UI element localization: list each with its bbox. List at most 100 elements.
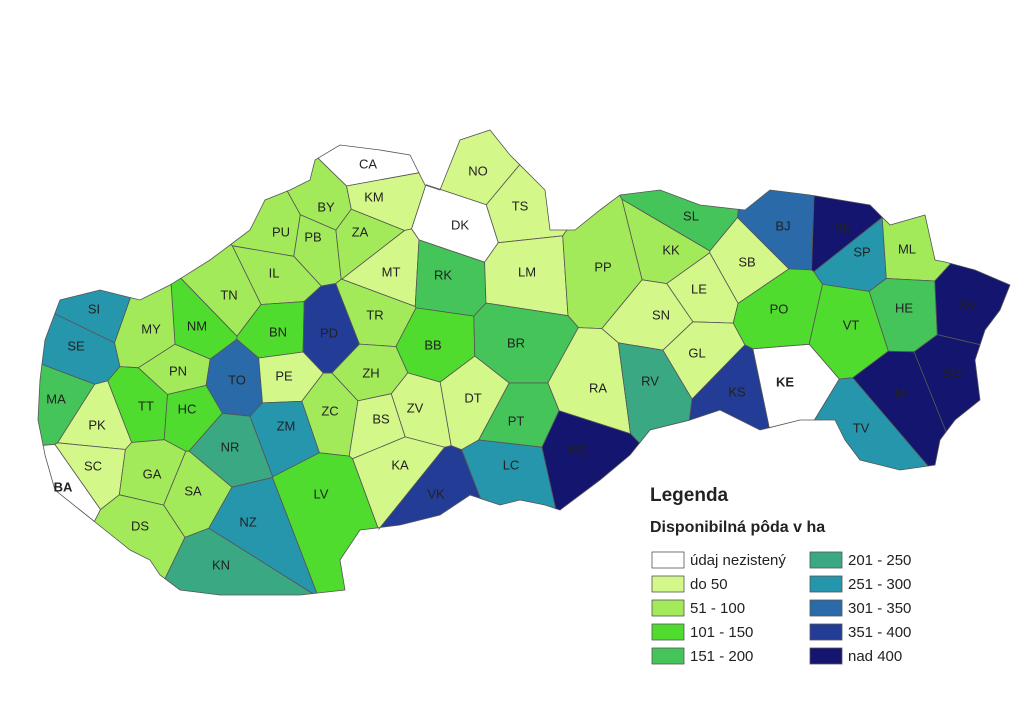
district-label: SC bbox=[84, 458, 102, 473]
district-label: PT bbox=[508, 413, 525, 428]
district-label: BR bbox=[507, 335, 525, 350]
legend-swatch bbox=[651, 551, 685, 569]
district bbox=[93, 494, 186, 580]
legend-label: 101 - 150 bbox=[690, 624, 753, 641]
district-label: RS bbox=[569, 442, 587, 457]
district-label: SN bbox=[652, 307, 670, 322]
legend-swatch bbox=[809, 599, 843, 617]
district-label: NZ bbox=[239, 514, 256, 529]
district-label: KA bbox=[391, 457, 409, 472]
district-label: PN bbox=[169, 363, 187, 378]
district bbox=[934, 263, 1011, 346]
district-label: KK bbox=[662, 242, 680, 257]
district-label: TR bbox=[366, 307, 383, 322]
district-label: MY bbox=[141, 321, 161, 336]
legend-label: 51 - 100 bbox=[690, 600, 745, 617]
district-label: ZC bbox=[321, 403, 338, 418]
district bbox=[688, 344, 770, 431]
district-label: RK bbox=[434, 267, 452, 282]
district-label: ZV bbox=[407, 400, 424, 415]
district-label: ZH bbox=[362, 365, 379, 380]
district-label: MT bbox=[382, 264, 401, 279]
district-label: LE bbox=[691, 281, 707, 296]
legend-swatch bbox=[651, 647, 685, 665]
district-label: SV bbox=[959, 297, 977, 312]
district-label: KS bbox=[728, 384, 746, 399]
district-label: PE bbox=[275, 368, 293, 383]
legend-label: 301 - 350 bbox=[848, 600, 911, 617]
district-label: MI bbox=[895, 385, 909, 400]
district bbox=[541, 410, 641, 511]
legend-swatch bbox=[809, 647, 843, 665]
district-label: DT bbox=[464, 390, 481, 405]
district bbox=[164, 527, 314, 596]
district-label: SI bbox=[88, 301, 100, 316]
district bbox=[617, 342, 693, 444]
district bbox=[881, 214, 952, 282]
district-label: ML bbox=[898, 241, 916, 256]
legend-label: 151 - 200 bbox=[690, 648, 753, 665]
district-label: TT bbox=[138, 398, 154, 413]
district-label: PP bbox=[594, 259, 611, 274]
district-label: SP bbox=[853, 244, 870, 259]
legend-title: Legenda bbox=[650, 485, 729, 506]
district-label: GL bbox=[688, 345, 705, 360]
district-label: SL bbox=[683, 208, 699, 223]
legend-label: do 50 bbox=[690, 576, 728, 593]
legend-swatch bbox=[809, 623, 843, 641]
district-label: PD bbox=[320, 325, 338, 340]
district-label: IL bbox=[269, 265, 280, 280]
district-label: BY bbox=[317, 199, 335, 214]
district bbox=[378, 445, 482, 530]
district-label: TV bbox=[853, 420, 870, 435]
district-label: LM bbox=[518, 264, 536, 279]
legend-label: 201 - 250 bbox=[848, 552, 911, 569]
legend: údaj nezistený do 50 51 - 100 101 - 150 151 … bbox=[651, 551, 911, 665]
district-label: SO bbox=[943, 365, 962, 380]
legend-subtitle: Disponibilná pôda v ha bbox=[650, 519, 825, 536]
district-label: CA bbox=[359, 156, 377, 171]
district-label: RV bbox=[641, 373, 659, 388]
district-label: TN bbox=[220, 287, 237, 302]
district-label: PU bbox=[272, 224, 290, 239]
district-label: NO bbox=[468, 163, 488, 178]
legend-swatch bbox=[651, 575, 685, 593]
district-label: KE bbox=[776, 374, 794, 389]
legend-swatch bbox=[651, 599, 685, 617]
district-label: GA bbox=[143, 466, 162, 481]
district-label: PK bbox=[88, 417, 106, 432]
legend-label: 251 - 300 bbox=[848, 576, 911, 593]
district-label: NM bbox=[187, 318, 207, 333]
district-label: SB bbox=[738, 254, 755, 269]
district-label: SE bbox=[67, 338, 85, 353]
district-label: HE bbox=[895, 300, 913, 315]
district-label: TS bbox=[512, 198, 529, 213]
district-label: BN bbox=[269, 324, 287, 339]
legend-swatch bbox=[809, 575, 843, 593]
district-label: LC bbox=[503, 457, 520, 472]
district-label: MA bbox=[46, 391, 66, 406]
legend-swatch bbox=[809, 551, 843, 569]
district bbox=[208, 477, 318, 595]
legend-label: údaj nezistený bbox=[690, 552, 786, 569]
legend-label: 351 - 400 bbox=[848, 624, 911, 641]
district-label: ZM bbox=[277, 418, 296, 433]
district bbox=[813, 377, 929, 471]
district bbox=[913, 334, 981, 433]
district-label: TO bbox=[228, 372, 246, 387]
district-label: SA bbox=[184, 483, 202, 498]
district-label: BJ bbox=[775, 218, 790, 233]
district-label: BA bbox=[54, 479, 73, 494]
district-label: BS bbox=[372, 411, 390, 426]
district-label: VK bbox=[427, 486, 445, 501]
district-label: KN bbox=[212, 557, 230, 572]
district-label: SK bbox=[834, 220, 852, 235]
legend-swatch bbox=[651, 623, 685, 641]
district-labels: CA NO DK TS BY KM PU PB ZA MT IL RK LM SL KK PP SB BJ SKSP… bbox=[46, 156, 977, 572]
district-label: DS bbox=[131, 518, 149, 533]
district-label: ZA bbox=[352, 224, 369, 239]
legend-label: nad 400 bbox=[848, 648, 902, 665]
district-label: VT bbox=[843, 317, 860, 332]
